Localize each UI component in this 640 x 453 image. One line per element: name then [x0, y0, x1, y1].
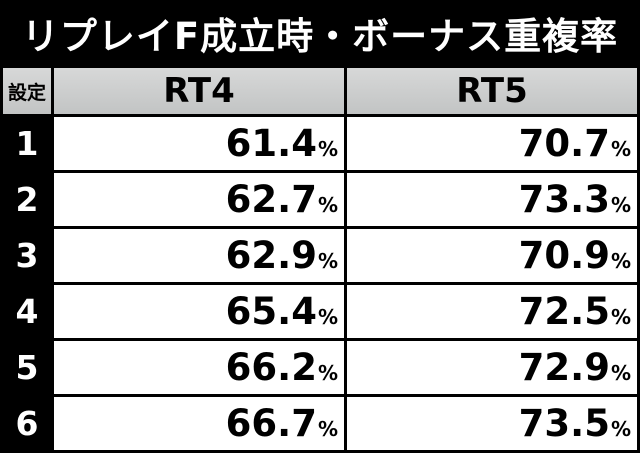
rt4-cell: 62.7%: [54, 173, 344, 226]
setting-cell: 1: [3, 117, 51, 170]
setting-cell: 2: [3, 173, 51, 226]
setting-cell: 5: [3, 341, 51, 394]
setting-cell: 4: [3, 285, 51, 338]
rt5-cell: 72.9%: [347, 341, 637, 394]
table-row: 6 66.7% 73.5%: [3, 397, 637, 450]
header-setting: 設定: [3, 68, 51, 114]
rate-table: 設定 RT4 RT5 1 61.4% 70.7% 2 62.7% 73.3% 3…: [0, 65, 640, 453]
percent-sign: %: [317, 249, 338, 273]
table-row: 5 66.2% 72.9%: [3, 341, 637, 394]
percent-sign: %: [317, 305, 338, 329]
table-row: 4 65.4% 72.5%: [3, 285, 637, 338]
rt4-cell: 61.4%: [54, 117, 344, 170]
rt4-value: 62.9: [225, 234, 317, 277]
rt4-value: 62.7: [225, 178, 317, 221]
rt5-cell: 70.7%: [347, 117, 637, 170]
rt4-cell: 66.2%: [54, 341, 344, 394]
rt5-value: 73.5: [518, 402, 610, 445]
table-row: 2 62.7% 73.3%: [3, 173, 637, 226]
header-row: 設定 RT4 RT5: [3, 68, 637, 114]
rt4-value: 61.4: [225, 122, 317, 165]
percent-sign: %: [317, 137, 338, 161]
rt5-value: 70.9: [518, 234, 610, 277]
page-title: リプレイF成立時・ボーナス重複率: [0, 0, 640, 65]
table-row: 3 62.9% 70.9%: [3, 229, 637, 282]
percent-sign: %: [610, 193, 631, 217]
percent-sign: %: [317, 361, 338, 385]
percent-sign: %: [610, 249, 631, 273]
rt4-value: 66.7: [225, 402, 317, 445]
rt5-cell: 73.5%: [347, 397, 637, 450]
rt4-cell: 65.4%: [54, 285, 344, 338]
rt4-value: 65.4: [225, 290, 317, 333]
setting-cell: 3: [3, 229, 51, 282]
rt5-cell: 70.9%: [347, 229, 637, 282]
header-rt5: RT5: [347, 68, 637, 114]
percent-sign: %: [317, 417, 338, 441]
percent-sign: %: [610, 361, 631, 385]
setting-cell: 6: [3, 397, 51, 450]
percent-sign: %: [610, 305, 631, 329]
percent-sign: %: [317, 193, 338, 217]
rt4-cell: 66.7%: [54, 397, 344, 450]
percent-sign: %: [610, 137, 631, 161]
rt4-value: 66.2: [225, 346, 317, 389]
rt5-value: 70.7: [518, 122, 610, 165]
table-row: 1 61.4% 70.7%: [3, 117, 637, 170]
rt5-cell: 73.3%: [347, 173, 637, 226]
rt5-cell: 72.5%: [347, 285, 637, 338]
header-rt4: RT4: [54, 68, 344, 114]
percent-sign: %: [610, 417, 631, 441]
rt5-value: 72.5: [518, 290, 610, 333]
rt5-value: 72.9: [518, 346, 610, 389]
rt5-value: 73.3: [518, 178, 610, 221]
rt4-cell: 62.9%: [54, 229, 344, 282]
